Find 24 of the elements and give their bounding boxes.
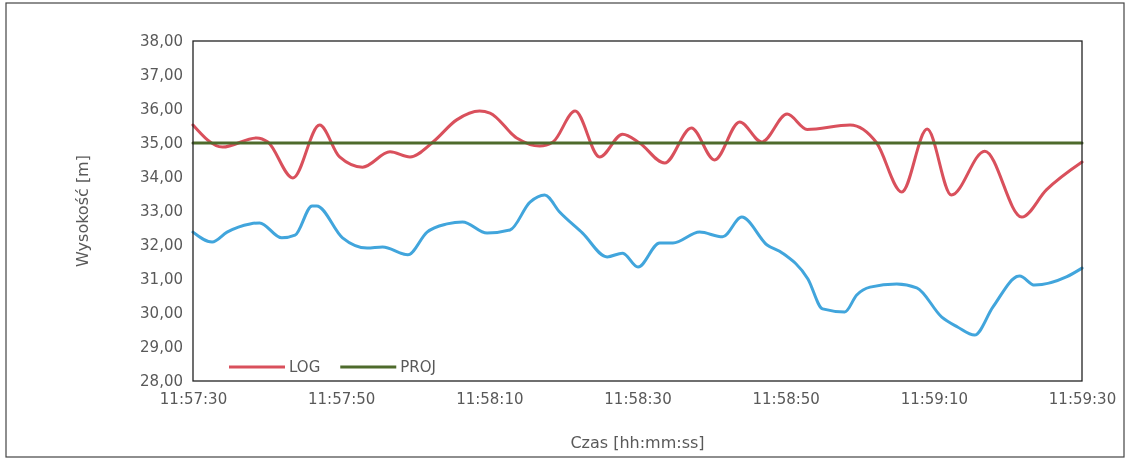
y-tick-label: 36,00	[140, 100, 183, 119]
y-tick-label: 34,00	[140, 168, 183, 187]
x-tick-label: 11:58:10	[456, 389, 524, 408]
y-tick-label: 31,00	[140, 270, 183, 289]
legend-label: PROJ	[400, 358, 436, 376]
x-tick-label: 11:59:10	[900, 389, 969, 408]
y-tick-label: 37,00	[140, 66, 183, 85]
line-series	[191, 109, 1084, 219]
line-series	[191, 193, 1084, 337]
x-tick-label: 11:58:50	[752, 389, 820, 408]
x-tick-label: 11:57:30	[159, 389, 228, 408]
x-tick-label: 11:58:30	[604, 389, 672, 408]
y-tick-label: 30,00	[140, 304, 183, 323]
y-tick-label: 38,00	[140, 32, 183, 51]
y-tick-label: 33,00	[140, 202, 183, 221]
legend-label: LOG	[289, 358, 321, 376]
x-axis-title: Czas [hh:mm:ss]	[570, 433, 705, 452]
y-tick-label: 35,00	[140, 134, 183, 153]
y-tick-label: 32,00	[140, 236, 183, 255]
y-tick-label: 29,00	[140, 338, 183, 357]
x-tick-label: 11:57:50	[307, 389, 376, 408]
y-tick-label: 28,00	[140, 372, 183, 391]
y-axis-title: Wysokość [m]	[73, 155, 92, 267]
x-tick-label: 11:59:30	[1048, 389, 1117, 408]
